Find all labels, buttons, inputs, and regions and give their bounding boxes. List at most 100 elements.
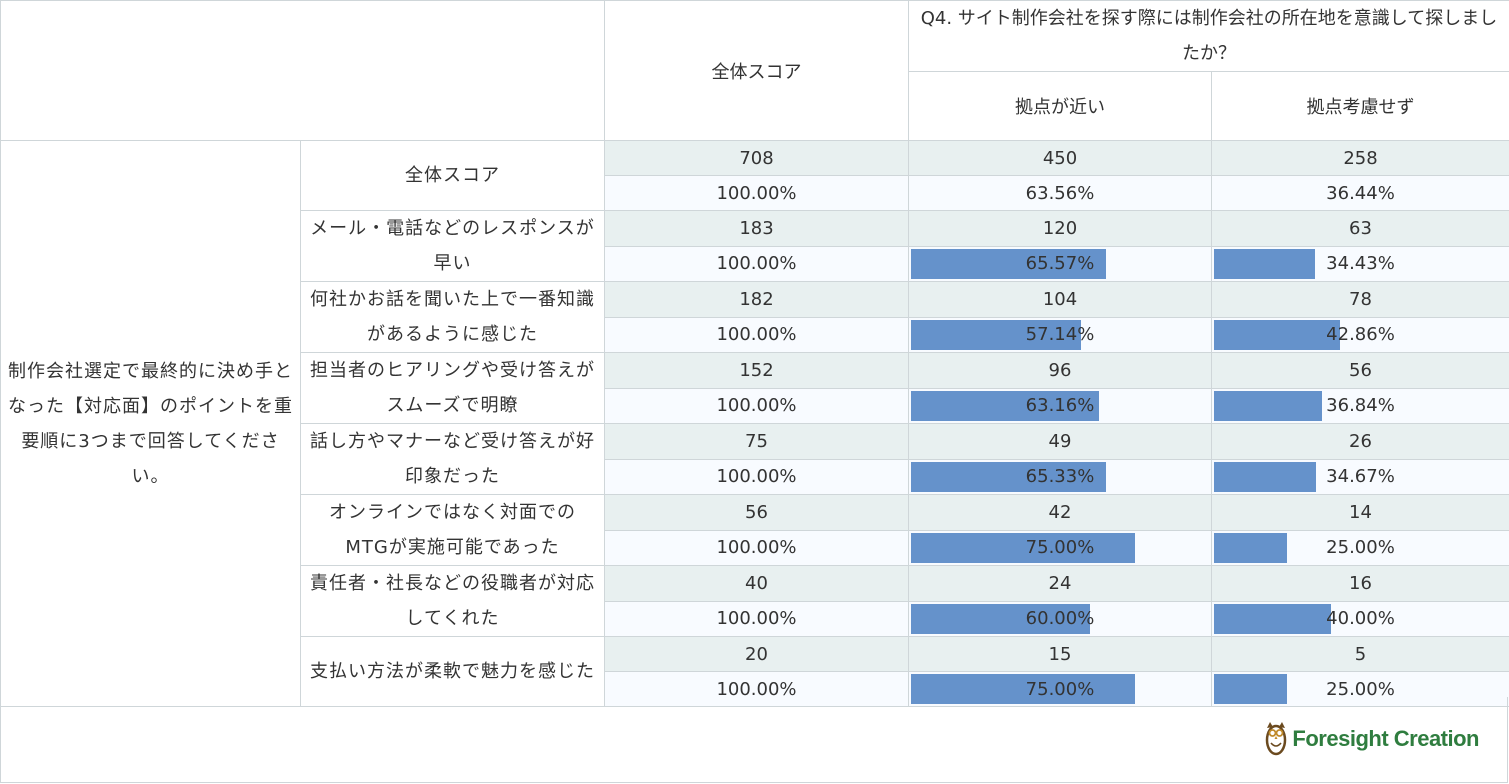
count-cell-total: 708: [604, 140, 909, 176]
row-label: 担当者のヒアリングや受け答えがスムーズで明瞭: [300, 352, 605, 424]
count-cell-total: 182: [604, 281, 909, 318]
percent-cell-near: 63.16%: [908, 387, 1212, 424]
percent-value: 100.00%: [716, 253, 797, 275]
count-cell-near: 450: [908, 140, 1212, 176]
percent-value: 34.67%: [1326, 466, 1395, 488]
count-cell-total: 183: [604, 210, 909, 247]
percent-value: 100.00%: [716, 182, 797, 204]
percent-value: 25.00%: [1326, 537, 1395, 559]
percent-value: 36.44%: [1326, 182, 1395, 204]
count-cell-near: 24: [908, 565, 1212, 602]
table-row: 100.00% 65.57% 34.43%: [1, 245, 1509, 282]
count-cell-total: 40: [604, 565, 909, 602]
percent-cell-near: 63.56%: [908, 175, 1212, 211]
percent-cell-none: 36.84%: [1211, 387, 1509, 424]
percent-value: 57.14%: [1025, 324, 1095, 346]
table-row: 支払い方法が柔軟で魅力を感じた 20 15 5: [1, 636, 1509, 707]
percent-bar: [1214, 319, 1340, 350]
percent-value: 75.00%: [1025, 537, 1095, 559]
percent-value: 75.00%: [1025, 678, 1095, 700]
count-cell-total: 56: [604, 494, 909, 531]
count-cell-near: 96: [908, 352, 1212, 389]
table-row: 100.00% 60.00% 40.00%: [1, 600, 1509, 637]
count-cell-total: 20: [604, 636, 909, 672]
owl-icon: [1264, 718, 1288, 760]
percent-cell-none: 25.00%: [1211, 529, 1509, 566]
header-col-near: 拠点が近い: [908, 71, 1212, 141]
side-question-label: 制作会社選定で最終的に決め手となった【対応面】のポイントを重要順に3つまで回答し…: [0, 140, 301, 707]
count-cell-none: 78: [1211, 281, 1509, 318]
percent-cell-total: 100.00%: [604, 529, 909, 566]
percent-cell-total: 100.00%: [604, 245, 909, 282]
percent-cell-none: 34.43%: [1211, 245, 1509, 282]
table-row: 何社かお話を聞いた上で一番知識があるように感じた 182 104 78: [1, 281, 1509, 353]
percent-value: 60.00%: [1025, 608, 1095, 630]
percent-bar: [911, 390, 1100, 421]
row-label: 責任者・社長などの役職者が対応してくれた: [300, 565, 605, 637]
percent-bar: [1214, 603, 1332, 634]
table-row: 100.00% 63.56% 36.44%: [1, 175, 1509, 211]
row-label: オンラインではなく対面でのMTGが実施可能であった: [300, 494, 605, 566]
table-row: 責任者・社長などの役職者が対応してくれた 40 24 16: [1, 565, 1509, 637]
percent-bar: [911, 319, 1082, 350]
percent-value: 100.00%: [716, 678, 797, 700]
percent-value: 100.00%: [716, 608, 797, 630]
percent-value: 65.33%: [1025, 466, 1095, 488]
percent-cell-none: 40.00%: [1211, 600, 1509, 637]
row-label: メール・電話などのレスポンスが早い: [300, 210, 605, 282]
table-row: 制作会社選定で最終的に決め手となった【対応面】のポイントを重要順に3つまで回答し…: [0, 140, 1509, 707]
percent-cell-total: 100.00%: [604, 175, 909, 211]
percent-cell-none: 42.86%: [1211, 316, 1509, 353]
percent-cell-near: 65.33%: [908, 458, 1212, 495]
percent-value: 100.00%: [716, 395, 797, 417]
table-row: 100.00% 63.16% 36.84%: [1, 387, 1509, 424]
percent-bar: [1214, 390, 1322, 421]
row-label: 全体スコア: [300, 140, 605, 211]
percent-cell-near: 57.14%: [908, 316, 1212, 353]
percent-cell-total: 100.00%: [604, 387, 909, 424]
percent-value: 100.00%: [716, 324, 797, 346]
count-cell-none: 14: [1211, 494, 1509, 531]
percent-cell-total: 100.00%: [604, 316, 909, 353]
row-label: 何社かお話を聞いた上で一番知識があるように感じた: [300, 281, 605, 353]
table-row: 担当者のヒアリングや受け答えがスムーズで明瞭 152 96 56: [1, 352, 1509, 424]
percent-cell-near: 60.00%: [908, 600, 1212, 637]
table-row: メール・電話などのレスポンスが早い 183 120 63: [1, 210, 1509, 282]
table-row: 100.00% 75.00% 25.00%: [1, 529, 1509, 566]
logo: Foresight Creation: [1264, 718, 1479, 760]
percent-value: 42.86%: [1326, 324, 1395, 346]
row-label: 話し方やマナーなど受け答えが好印象だった: [300, 423, 605, 495]
percent-cell-near: 75.00%: [908, 529, 1212, 566]
percent-value: 34.43%: [1326, 253, 1395, 275]
row-label: 支払い方法が柔軟で魅力を感じた: [300, 636, 605, 707]
percent-bar: [1214, 674, 1288, 704]
header-blank: [0, 0, 605, 141]
percent-bar: [1214, 532, 1288, 563]
results-table: 全体スコア Q4. サイト制作会社を探す際には制作会社の所在地を意識して探しまし…: [0, 0, 1509, 707]
percent-value: 100.00%: [716, 466, 797, 488]
percent-bar: [911, 674, 1135, 704]
header-col-none: 拠点考慮せず: [1211, 71, 1509, 141]
count-cell-near: 104: [908, 281, 1212, 318]
count-cell-near: 15: [908, 636, 1212, 672]
percent-bar: [1214, 461, 1316, 492]
percent-value: 100.00%: [716, 537, 797, 559]
count-cell-none: 5: [1211, 636, 1509, 672]
count-cell-near: 42: [908, 494, 1212, 531]
count-cell-none: 56: [1211, 352, 1509, 389]
percent-bar: [911, 603, 1090, 634]
count-cell-none: 26: [1211, 423, 1509, 460]
percent-value: 40.00%: [1326, 608, 1395, 630]
percent-value: 36.84%: [1326, 395, 1395, 417]
footer: Foresight Creation: [0, 697, 1508, 783]
percent-value: 65.57%: [1025, 253, 1095, 275]
count-cell-near: 49: [908, 423, 1212, 460]
question-header: Q4. サイト制作会社を探す際には制作会社の所在地を意識して探しましたか？: [908, 0, 1509, 72]
count-cell-none: 258: [1211, 140, 1509, 176]
count-cell-total: 75: [604, 423, 909, 460]
logo-text: Foresight Creation: [1292, 726, 1479, 751]
percent-cell-none: 34.67%: [1211, 458, 1509, 495]
table-row: オンラインではなく対面でのMTGが実施可能であった 56 42 14: [1, 494, 1509, 566]
table-row: 100.00% 57.14% 42.86%: [1, 316, 1509, 353]
percent-cell-none: 25.00%: [1211, 671, 1509, 707]
